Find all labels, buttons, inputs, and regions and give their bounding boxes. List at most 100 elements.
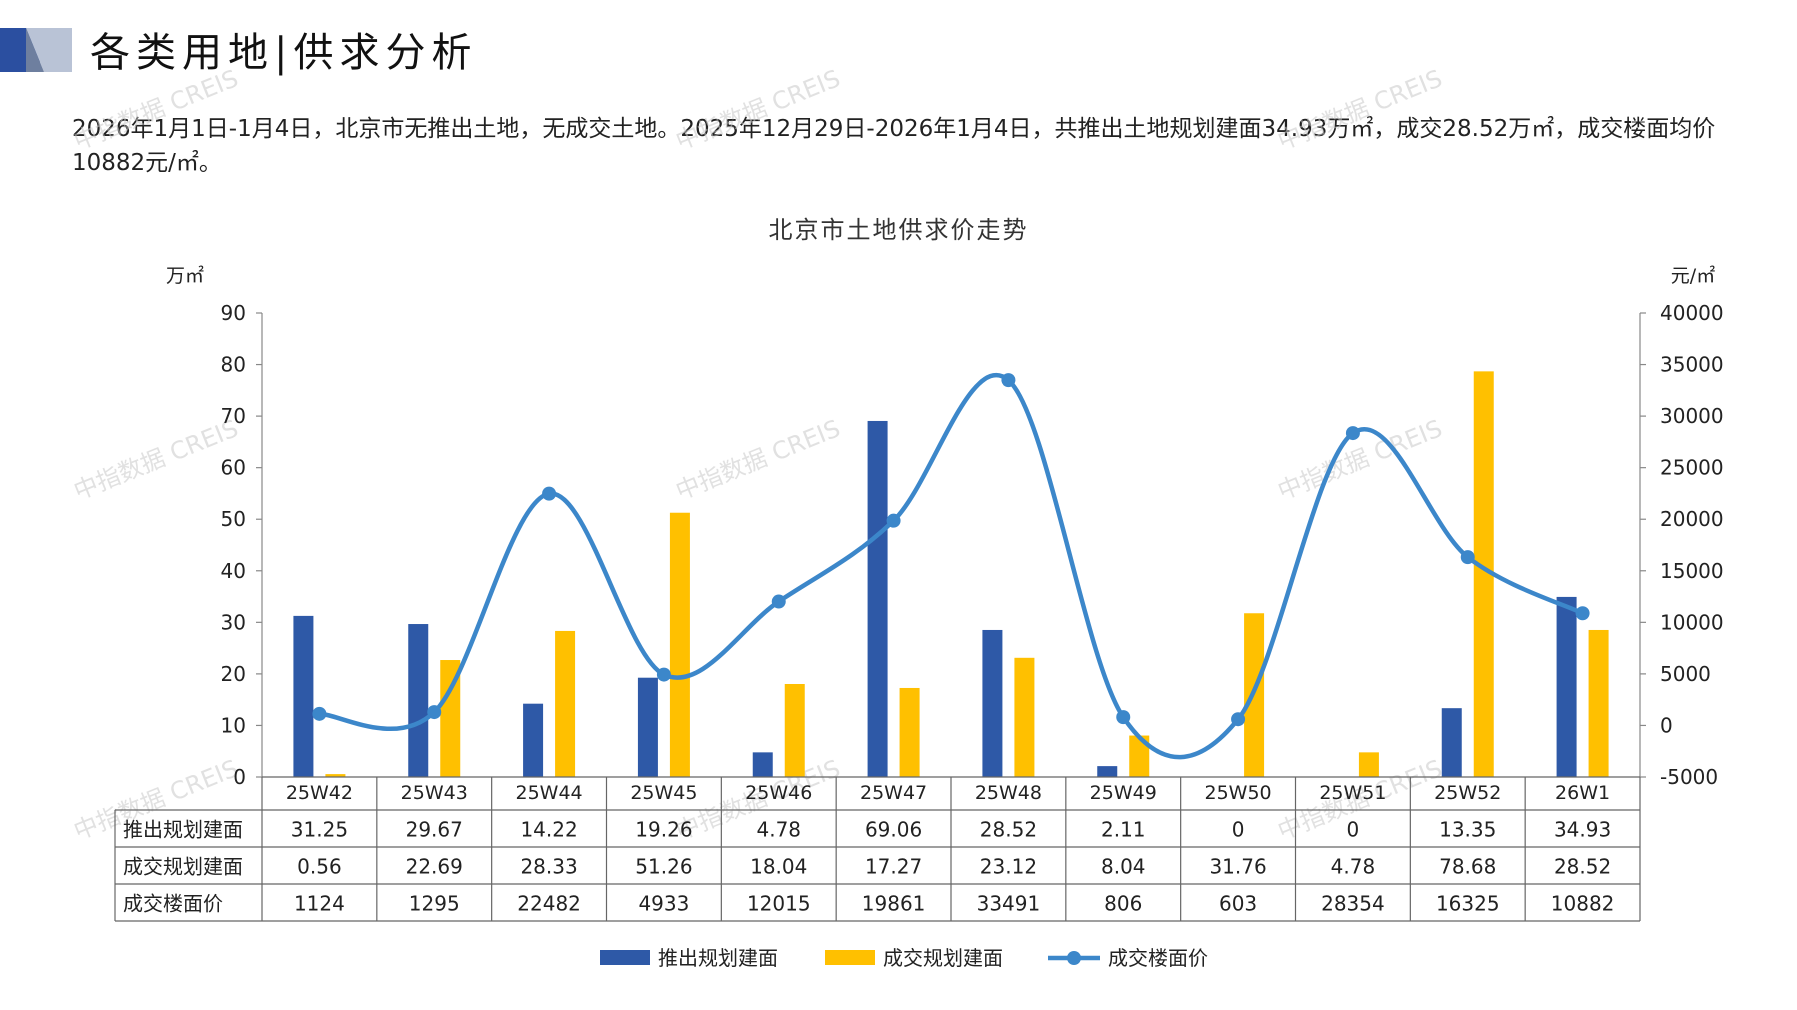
- bar-supply-25W43: [408, 624, 429, 777]
- table-cell: 16325: [1436, 892, 1500, 916]
- table-cell: 17.27: [865, 855, 922, 879]
- table-row-label: 成交楼面价: [123, 892, 223, 916]
- table-cell: 4.78: [1331, 855, 1376, 879]
- table-cell: 28354: [1321, 892, 1385, 916]
- legend-price-label: 成交楼面价: [1108, 946, 1208, 970]
- table-cell: 19.26: [635, 818, 692, 842]
- watermark-2: 中指数据 CREIS: [1274, 64, 1446, 155]
- legend-price-marker: [1067, 951, 1081, 965]
- right-tick-label: 15000: [1660, 559, 1724, 583]
- right-tick-label: 40000: [1660, 301, 1724, 325]
- watermark-0: 中指数据 CREIS: [70, 64, 242, 155]
- category-label: 25W50: [1205, 782, 1272, 804]
- point-price-25W46: [771, 594, 786, 609]
- right-axis-unit: 元/㎡: [1671, 264, 1715, 287]
- bar-supply-26W1: [1556, 596, 1577, 777]
- bar-transaction-25W51: [1358, 752, 1379, 777]
- point-price-25W47: [886, 513, 901, 528]
- bar-transaction-25W43: [440, 660, 461, 777]
- table-cell: 1295: [409, 892, 460, 916]
- bar-supply-25W45: [637, 677, 658, 777]
- table-row-label: 成交规划建面: [123, 855, 243, 879]
- chart-title: 北京市土地供求价走势: [768, 216, 1029, 244]
- table-cell: 51.26: [635, 855, 692, 879]
- table-cell: 28.52: [980, 818, 1037, 842]
- bar-transaction-25W48: [1014, 657, 1035, 777]
- right-tick-label: 10000: [1660, 610, 1724, 634]
- watermark-1: 中指数据 CREIS: [672, 64, 844, 155]
- left-axis-unit: 万㎡: [166, 264, 204, 287]
- category-label: 25W42: [286, 782, 353, 804]
- table-cell: 603: [1219, 892, 1257, 916]
- legend-transaction-swatch: [825, 950, 875, 965]
- table-cell: 806: [1104, 892, 1142, 916]
- bar-supply-25W48: [982, 629, 1003, 777]
- table-cell: 19861: [862, 892, 926, 916]
- table-row-label: 推出规划建面: [123, 818, 243, 842]
- table-cell: 22482: [517, 892, 581, 916]
- category-label: 26W1: [1555, 782, 1610, 804]
- point-price-25W50: [1231, 712, 1246, 727]
- point-price-25W52: [1460, 550, 1475, 565]
- point-price-25W44: [542, 486, 557, 501]
- summary-text: 2026年1月1日-1月4日，北京市无推出土地，无成交土地。2025年12月29…: [72, 116, 1716, 176]
- bar-supply-25W42: [293, 615, 314, 777]
- table-cell: 33491: [977, 892, 1041, 916]
- watermark-4: 中指数据 CREIS: [672, 414, 844, 505]
- table-cell: 31.76: [1209, 855, 1266, 879]
- table-cell: 28.33: [520, 855, 577, 879]
- table-cell: 34.93: [1554, 818, 1611, 842]
- category-label: 25W44: [516, 782, 583, 804]
- left-tick-label: 30: [221, 610, 246, 634]
- bar-supply-25W47: [867, 420, 888, 777]
- table-cell: 8.04: [1101, 855, 1146, 879]
- right-tick-label: 20000: [1660, 507, 1724, 531]
- table-cell: 23.12: [980, 855, 1037, 879]
- point-price-25W48: [1001, 373, 1016, 388]
- point-price-25W43: [427, 705, 442, 720]
- table-cell: 1124: [294, 892, 345, 916]
- table-cell: 69.06: [865, 818, 922, 842]
- table-cell: 22.69: [406, 855, 463, 879]
- left-tick-label: 0: [233, 765, 246, 789]
- bar-transaction-25W52: [1473, 371, 1494, 777]
- table-cell: 2.11: [1101, 818, 1146, 842]
- bar-transaction-25W44: [555, 630, 576, 777]
- table-cell: 28.52: [1554, 855, 1611, 879]
- left-tick-label: 90: [221, 301, 246, 325]
- category-label: 25W43: [401, 782, 468, 804]
- left-tick-label: 20: [221, 662, 246, 686]
- header-block-light: [26, 28, 72, 72]
- table-cell: 4933: [638, 892, 689, 916]
- table-cell: 10882: [1551, 892, 1615, 916]
- category-label: 25W48: [975, 782, 1042, 804]
- table-cell: 31.25: [291, 818, 348, 842]
- left-tick-label: 40: [221, 559, 246, 583]
- category-label: 25W47: [860, 782, 927, 804]
- point-price-25W42: [312, 706, 327, 721]
- table-cell: 4.78: [756, 818, 801, 842]
- table-cell: 18.04: [750, 855, 807, 879]
- bar-transaction-25W46: [784, 683, 805, 777]
- watermark-3: 中指数据 CREIS: [70, 414, 242, 505]
- category-label: 25W49: [1090, 782, 1157, 804]
- point-price-25W49: [1116, 710, 1131, 725]
- legend-supply-label: 推出规划建面: [658, 946, 778, 970]
- right-tick-label: 0: [1660, 713, 1673, 737]
- table-cell: 0.56: [297, 855, 342, 879]
- category-label: 25W51: [1319, 782, 1386, 804]
- bar-transaction-26W1: [1588, 629, 1609, 777]
- left-tick-label: 60: [221, 456, 246, 480]
- legend-transaction-label: 成交规划建面: [883, 946, 1003, 970]
- left-tick-label: 70: [221, 404, 246, 428]
- right-tick-label: 5000: [1660, 662, 1711, 686]
- table-cell: 14.22: [520, 818, 577, 842]
- bar-transaction-25W42: [325, 774, 346, 777]
- header-block-mid: [26, 28, 44, 72]
- category-label: 25W45: [630, 782, 697, 804]
- right-tick-label: 30000: [1660, 404, 1724, 428]
- left-tick-label: 50: [221, 507, 246, 531]
- left-tick-label: 10: [221, 713, 246, 737]
- point-price-25W51: [1345, 426, 1360, 441]
